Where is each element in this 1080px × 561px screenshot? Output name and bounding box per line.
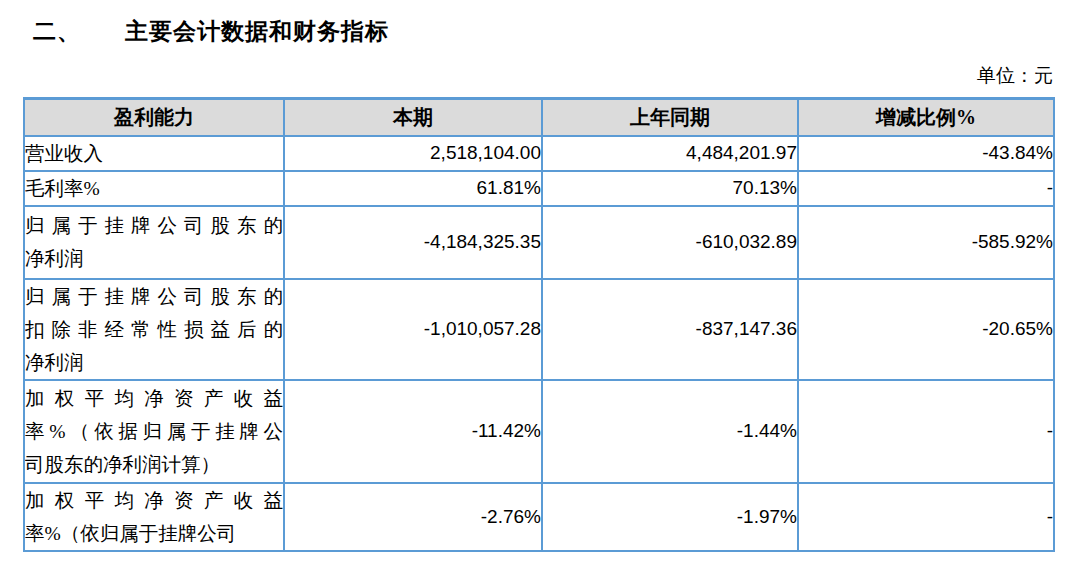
change-ratio-value: - bbox=[798, 483, 1054, 551]
document-page: 二、 主要会计数据和财务指标 单位：元 盈利能力 本期 上年同期 增减比例% 营业… bbox=[0, 17, 1080, 561]
prior-period-value: -1.97% bbox=[542, 483, 798, 551]
section-title-text: 主要会计数据和财务指标 bbox=[125, 19, 389, 44]
change-ratio-value: -20.65% bbox=[798, 279, 1054, 380]
change-ratio-value: -585.92% bbox=[798, 206, 1054, 279]
header-prior-period: 上年同期 bbox=[542, 99, 798, 136]
table-row: 加权平均净资产收益 率%（依归属于挂牌公司 -2.76% -1.97% - bbox=[24, 483, 1054, 551]
current-period-value: -2.76% bbox=[284, 483, 542, 551]
change-ratio-value: - bbox=[798, 380, 1054, 483]
section-title: 二、 主要会计数据和财务指标 bbox=[33, 17, 1080, 47]
table-row: 营业收入 2,518,104.00 4,484,201.97 -43.84% bbox=[24, 136, 1054, 171]
current-period-value: -4,184,325.35 bbox=[284, 206, 542, 279]
row-label: 营业收入 bbox=[24, 136, 284, 171]
prior-period-value: -1.44% bbox=[542, 380, 798, 483]
header-change-ratio: 增减比例% bbox=[798, 99, 1054, 136]
current-period-value: -11.42% bbox=[284, 380, 542, 483]
row-label: 毛利率% bbox=[24, 171, 284, 206]
section-number: 二、 bbox=[33, 17, 81, 47]
header-profitability: 盈利能力 bbox=[24, 99, 284, 136]
table-row: 归属于挂牌公司股东的 净利润 -4,184,325.35 -610,032.89… bbox=[24, 206, 1054, 279]
table-row: 毛利率% 61.81% 70.13% - bbox=[24, 171, 1054, 206]
table-header-row: 盈利能力 本期 上年同期 增减比例% bbox=[24, 99, 1054, 136]
row-label: 归属于挂牌公司股东的 扣除非经常性损益后的 净利润 bbox=[24, 279, 284, 380]
financial-indicators-table: 盈利能力 本期 上年同期 增减比例% 营业收入 2,518,104.00 4,4… bbox=[23, 97, 1055, 552]
row-label: 加权平均净资产收益 率%（依据归属于挂牌公 司股东的净利润计算） bbox=[24, 380, 284, 483]
unit-label: 单位：元 bbox=[0, 63, 1053, 88]
current-period-value: -1,010,057.28 bbox=[284, 279, 542, 380]
header-current-period: 本期 bbox=[284, 99, 542, 136]
row-label: 加权平均净资产收益 率%（依归属于挂牌公司 bbox=[24, 483, 284, 551]
row-label: 归属于挂牌公司股东的 净利润 bbox=[24, 206, 284, 279]
prior-period-value: -610,032.89 bbox=[542, 206, 798, 279]
prior-period-value: 4,484,201.97 bbox=[542, 136, 798, 171]
change-ratio-value: -43.84% bbox=[798, 136, 1054, 171]
table-row: 加权平均净资产收益 率%（依据归属于挂牌公 司股东的净利润计算） -11.42%… bbox=[24, 380, 1054, 483]
prior-period-value: 70.13% bbox=[542, 171, 798, 206]
change-ratio-value: - bbox=[798, 171, 1054, 206]
current-period-value: 61.81% bbox=[284, 171, 542, 206]
table-row: 归属于挂牌公司股东的 扣除非经常性损益后的 净利润 -1,010,057.28 … bbox=[24, 279, 1054, 380]
current-period-value: 2,518,104.00 bbox=[284, 136, 542, 171]
prior-period-value: -837,147.36 bbox=[542, 279, 798, 380]
